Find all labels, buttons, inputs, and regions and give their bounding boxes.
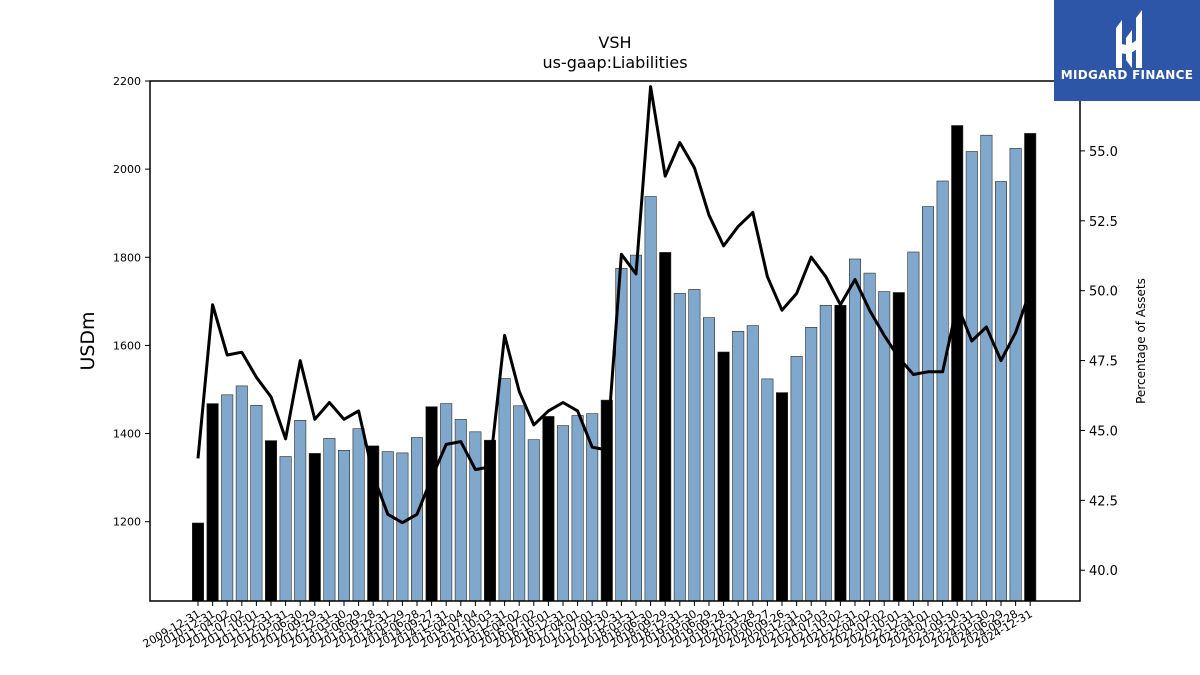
bar — [513, 405, 526, 602]
bar — [221, 394, 234, 602]
bar — [717, 351, 730, 602]
y-tick-label: 1800 — [113, 251, 141, 264]
bar — [834, 304, 847, 602]
bar — [498, 378, 511, 602]
y2-tick-label: 50.0 — [1089, 285, 1118, 300]
bar — [1024, 133, 1037, 602]
bar — [469, 431, 482, 602]
bar — [1009, 148, 1022, 602]
bar — [702, 317, 715, 602]
bar — [951, 125, 964, 602]
bar-series — [192, 125, 1037, 602]
bar — [235, 385, 248, 602]
bar — [790, 356, 803, 602]
bar — [892, 292, 905, 602]
bar — [425, 406, 438, 602]
y2-tick-label: 45.0 — [1089, 424, 1118, 439]
y-tick-label: 1400 — [113, 428, 141, 441]
bar — [337, 449, 350, 602]
logo-text: MIDGARD FINANCE — [1060, 68, 1194, 82]
logo-mark-icon — [1116, 10, 1142, 68]
bar — [352, 428, 365, 602]
bar — [819, 304, 832, 602]
bar — [921, 206, 934, 602]
y-tick-label: 1600 — [113, 339, 141, 352]
y2-tick-label: 42.5 — [1089, 494, 1118, 509]
y-tick-label: 2200 — [113, 75, 141, 88]
bar — [542, 416, 555, 602]
bar — [761, 378, 774, 602]
bar — [279, 456, 292, 602]
bar — [440, 403, 453, 602]
bar — [775, 392, 788, 602]
y2-tick-label: 47.5 — [1089, 355, 1118, 370]
bar — [629, 254, 642, 602]
bar — [586, 413, 599, 602]
bar — [396, 452, 409, 602]
bar — [965, 151, 978, 602]
right-axis-ticks: 40.0 42.5 45.0 47.5 50.0 52.5 55.0 — [1080, 145, 1118, 579]
bar — [848, 258, 861, 602]
bar — [308, 453, 321, 602]
y2-tick-label: 55.0 — [1089, 145, 1118, 160]
bar — [206, 403, 219, 602]
bar — [250, 404, 263, 602]
y2-tick-label: 52.5 — [1089, 215, 1118, 230]
bar — [994, 181, 1007, 602]
y2-axis-label: Percentage of Assets — [1134, 278, 1148, 404]
bar — [732, 330, 745, 602]
left-axis-ticks: 1200 1400 1600 1800 2000 2200 — [113, 75, 150, 529]
y-tick-label: 2000 — [113, 163, 141, 176]
brand-logo: MIDGARD FINANCE — [1054, 0, 1200, 101]
bar — [980, 134, 993, 602]
bar — [688, 289, 701, 602]
bar — [863, 272, 876, 602]
bar — [323, 438, 336, 602]
bar — [673, 293, 686, 602]
y-axis-label: USDm — [77, 311, 99, 370]
bar — [264, 440, 277, 602]
x-axis-ticks: 2009-12-312010-12-312011-04-022011-07-02… — [141, 601, 1035, 651]
bar — [907, 251, 920, 602]
bar — [192, 522, 205, 602]
bar — [659, 252, 672, 602]
y-tick-label: 1200 — [113, 516, 141, 529]
bar — [936, 180, 949, 602]
bar — [746, 325, 759, 602]
bar — [410, 437, 423, 602]
y2-tick-label: 40.0 — [1089, 564, 1118, 579]
percentage-of-assets-line — [196, 85, 1032, 525]
bar — [527, 439, 540, 602]
chart-subtitle: us-gaap:Liabilities — [542, 53, 687, 72]
chart-title: VSH — [598, 33, 631, 52]
bar — [294, 419, 307, 602]
bar — [381, 451, 394, 602]
bar — [805, 326, 818, 602]
bar — [644, 196, 657, 602]
bar — [571, 415, 584, 602]
plot-frame — [149, 80, 1081, 602]
bar — [556, 425, 569, 602]
